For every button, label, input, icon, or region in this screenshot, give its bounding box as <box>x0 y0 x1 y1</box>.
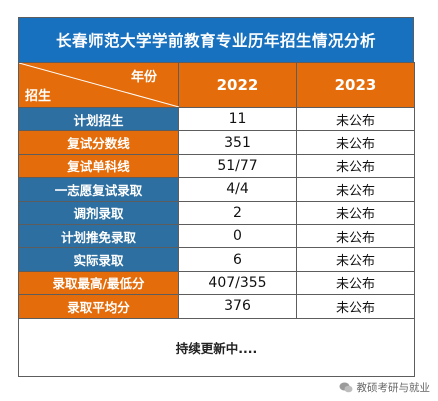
admissions-table: 年份 招生 2022 2023 计划招生 11 未公布 复试分数线 351 未公布 复试单科… <box>18 62 415 377</box>
table-row: 实际录取 6 未公布 <box>18 247 415 272</box>
row-label: 复试单科线 <box>18 153 179 179</box>
year-header-2022: 2022 <box>178 62 297 108</box>
value-2023: 未公布 <box>296 200 415 225</box>
table-row: 录取平均分 376 未公布 <box>18 294 415 319</box>
value-2023: 未公布 <box>296 247 415 272</box>
row-label: 录取最高/最低分 <box>18 270 179 296</box>
row-label: 一志愿复试录取 <box>18 177 179 202</box>
row-label: 录取平均分 <box>18 294 179 319</box>
row-label: 调剂录取 <box>18 200 179 225</box>
value-2022: 6 <box>178 247 297 272</box>
row-label: 复试分数线 <box>18 130 179 155</box>
value-2022: 11 <box>178 106 297 132</box>
value-2023: 未公布 <box>296 153 415 179</box>
row-label: 计划推免录取 <box>18 223 179 249</box>
value-2023: 未公布 <box>296 294 415 319</box>
value-2022: 4/4 <box>178 177 297 202</box>
table-row: 计划招生 11 未公布 <box>18 106 415 132</box>
corner-col-label: 年份 <box>130 70 157 85</box>
value-2022: 2 <box>178 200 297 225</box>
wechat-icon <box>339 382 352 393</box>
table-row: 计划推免录取 0 未公布 <box>18 223 415 249</box>
value-2022: 407/355 <box>178 270 297 296</box>
table-row: 录取最高/最低分 407/355 未公布 <box>18 270 415 296</box>
row-label: 计划招生 <box>18 106 179 132</box>
value-2022: 51/77 <box>178 153 297 179</box>
table-title: 长春师范大学学前教育专业历年招生情况分析 <box>18 17 414 62</box>
footer-row: 持续更新中.... <box>18 317 415 377</box>
table-row: 调剂录取 2 未公布 <box>18 200 415 225</box>
diagonal-line <box>19 63 179 107</box>
table-row: 复试分数线 351 未公布 <box>18 130 415 155</box>
value-2022: 351 <box>178 130 297 155</box>
watermark: 教硕考研与就业 <box>339 380 431 395</box>
value-2023: 未公布 <box>296 130 415 155</box>
admissions-table-card: 长春师范大学学前教育专业历年招生情况分析 年份 招生 2022 2023 计划招… <box>18 17 415 377</box>
year-header-2023: 2023 <box>296 62 415 108</box>
header-row: 年份 招生 2022 2023 <box>18 62 415 108</box>
value-2023: 未公布 <box>296 270 415 296</box>
table-row: 一志愿复试录取 4/4 未公布 <box>18 177 415 202</box>
value-2022: 376 <box>178 294 297 319</box>
value-2023: 未公布 <box>296 106 415 132</box>
table-row: 复试单科线 51/77 未公布 <box>18 153 415 179</box>
footer-note: 持续更新中.... <box>18 317 415 377</box>
corner-cell: 年份 招生 <box>18 62 179 108</box>
value-2023: 未公布 <box>296 177 415 202</box>
corner-row-label: 招生 <box>25 89 52 104</box>
value-2023: 未公布 <box>296 223 415 249</box>
row-label: 实际录取 <box>18 247 179 272</box>
watermark-text: 教硕考研与就业 <box>356 382 431 394</box>
value-2022: 0 <box>178 223 297 249</box>
